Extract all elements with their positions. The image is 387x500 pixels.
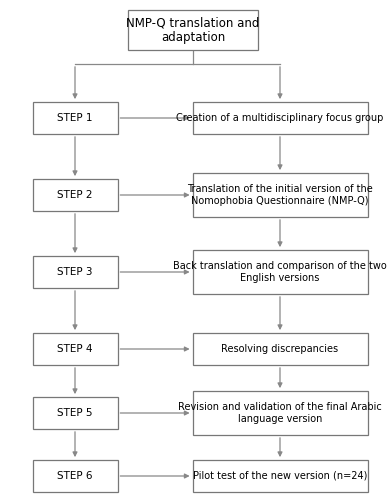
Text: STEP 2: STEP 2 — [57, 190, 93, 200]
Text: Revision and validation of the final Arabic
language version: Revision and validation of the final Ara… — [178, 402, 382, 424]
Text: Translation of the initial version of the
Nomophobia Questionnaire (NMP-Q): Translation of the initial version of th… — [187, 184, 373, 206]
Text: Pilot test of the new version (n=24): Pilot test of the new version (n=24) — [193, 471, 367, 481]
Bar — [33, 397, 118, 429]
Text: Resolving discrepancies: Resolving discrepancies — [221, 344, 339, 354]
Text: NMP-Q translation and
adaptation: NMP-Q translation and adaptation — [126, 16, 260, 44]
Bar — [33, 179, 118, 211]
Bar — [192, 333, 368, 365]
Bar — [192, 102, 368, 134]
Bar — [128, 10, 258, 50]
Bar — [192, 173, 368, 217]
Text: STEP 4: STEP 4 — [57, 344, 93, 354]
Bar — [33, 460, 118, 492]
Bar — [192, 391, 368, 435]
Bar — [192, 460, 368, 492]
Text: Creation of a multidisciplinary focus group: Creation of a multidisciplinary focus gr… — [176, 113, 384, 123]
Text: STEP 5: STEP 5 — [57, 408, 93, 418]
Bar — [33, 102, 118, 134]
Bar — [33, 333, 118, 365]
Text: STEP 1: STEP 1 — [57, 113, 93, 123]
Text: STEP 3: STEP 3 — [57, 267, 93, 277]
Bar — [192, 250, 368, 294]
Text: Back translation and comparison of the two
English versions: Back translation and comparison of the t… — [173, 261, 387, 283]
Text: STEP 6: STEP 6 — [57, 471, 93, 481]
Bar — [33, 256, 118, 288]
